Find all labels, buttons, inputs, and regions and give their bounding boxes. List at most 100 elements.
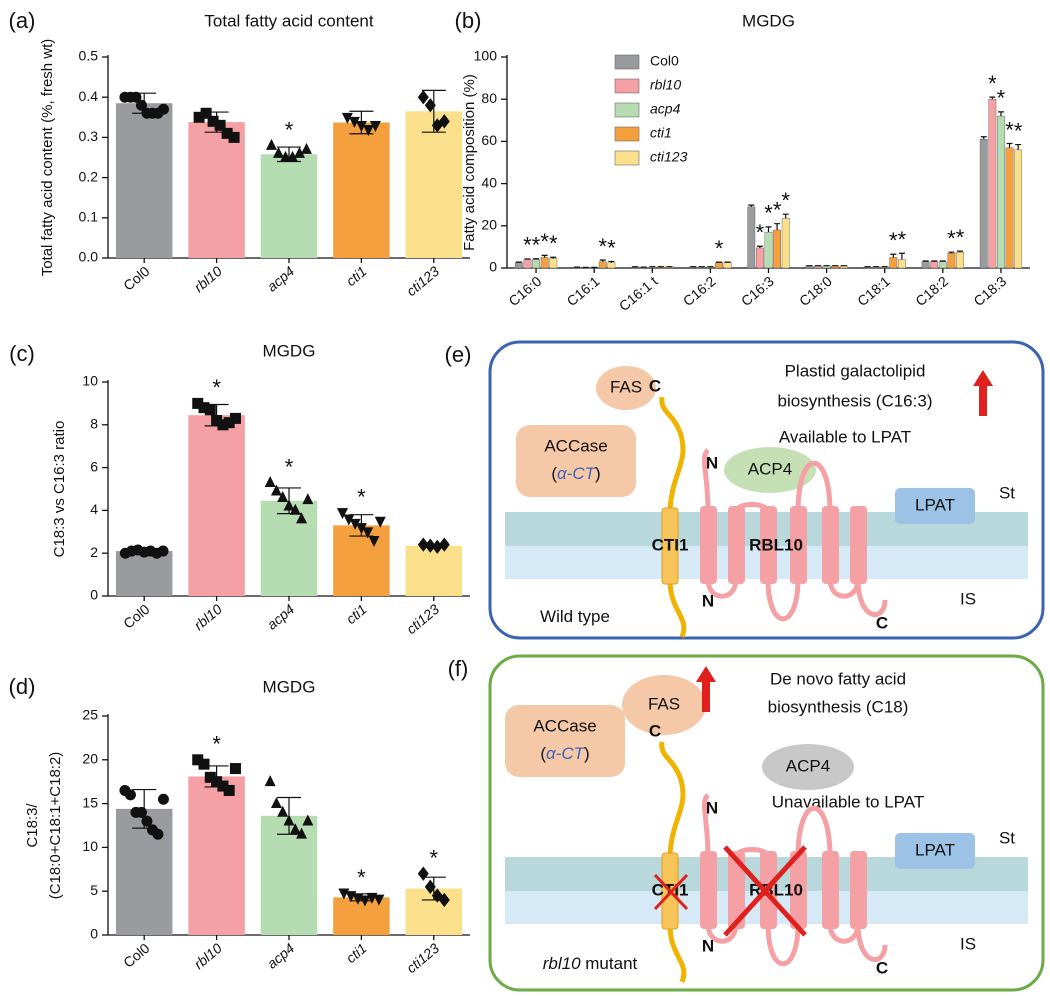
data-point <box>283 499 295 511</box>
data-point <box>135 99 147 111</box>
data-point <box>135 806 147 818</box>
data-point <box>296 512 308 524</box>
x-tick-label: rbl10 <box>191 940 225 972</box>
data-point <box>302 493 314 505</box>
note-text: De novo fatty acid <box>770 669 906 688</box>
x-tick-label: C18:0 <box>796 273 835 309</box>
accase-subunit-part: ( <box>540 744 546 763</box>
accase-subunit-part: ) <box>595 464 601 483</box>
bar <box>773 229 782 269</box>
data-point <box>424 538 436 553</box>
fas-label: FAS <box>648 694 680 713</box>
acp4-label: ACP4 <box>748 459 792 478</box>
x-tick-label: acp4 <box>264 940 298 972</box>
bar <box>598 261 607 269</box>
error-bar <box>939 260 946 262</box>
significance-label: * <box>357 484 366 509</box>
error-bar <box>715 261 722 263</box>
data-point <box>280 150 291 162</box>
y-tick-label: 25 <box>82 707 98 723</box>
note-text: Plastid galactolipid <box>785 361 926 380</box>
error-bar <box>997 111 1004 117</box>
significance-label: * <box>781 188 790 213</box>
y-tick-label: 8 <box>90 416 98 432</box>
accase-subunit-part: α-CT <box>546 744 586 763</box>
x-tick-label: acp4 <box>264 263 298 295</box>
caption: Wild type <box>540 607 610 626</box>
rbl10-helix <box>790 851 807 929</box>
x-tick-label: cti1 <box>343 940 370 966</box>
legend-label: cti123 <box>650 149 688 165</box>
y-tick-label: 60 <box>481 132 497 148</box>
y-tick-label: 0.4 <box>79 88 99 104</box>
significance-label: * <box>607 235 616 260</box>
increase-arrow <box>973 370 993 416</box>
terminus-label: C <box>876 958 888 977</box>
data-point <box>200 107 212 119</box>
bar <box>333 897 390 935</box>
y-axis-label: C18:3/ <box>24 803 41 848</box>
x-tick-label: C18:1 <box>854 273 893 309</box>
data-point <box>355 120 367 132</box>
data-point <box>287 150 298 162</box>
error-bar <box>541 254 548 258</box>
rbl10-helix <box>822 506 839 584</box>
data-point <box>229 412 241 424</box>
panel-label: (f) <box>448 656 469 681</box>
lpat-label: LPAT <box>915 840 955 859</box>
acp4-label: ACP4 <box>786 756 830 775</box>
rbl10-helix <box>790 506 807 584</box>
legend-swatch <box>614 102 640 118</box>
y-tick-label: 15 <box>82 794 98 810</box>
data-point <box>157 793 169 805</box>
significance-label: * <box>898 227 907 252</box>
significance-label: * <box>549 231 558 256</box>
bar <box>723 262 732 269</box>
rbl10-loops <box>701 448 888 622</box>
legend-swatch <box>614 150 640 166</box>
bar <box>523 259 532 269</box>
bar <box>514 262 523 269</box>
error-bar <box>898 252 905 260</box>
bar <box>930 261 939 269</box>
significance-label: * <box>988 71 997 96</box>
accase-box <box>516 425 636 497</box>
data-point <box>438 537 450 552</box>
accase-subunit: (α-CT) <box>551 464 600 483</box>
accase-subunit-part: ) <box>584 744 590 763</box>
data-point <box>270 484 282 496</box>
x-tick-label: C18:3 <box>970 273 1009 309</box>
x-tick-label: acp4 <box>264 601 298 633</box>
x-tick-label: Col0 <box>120 601 153 632</box>
y-tick-label: 100 <box>474 48 498 64</box>
data-point <box>204 404 216 416</box>
error-bar <box>980 136 987 140</box>
bar <box>188 415 245 596</box>
significance-label: * <box>1005 117 1014 142</box>
rbl10-label: RBL10 <box>749 535 803 554</box>
significance-label: * <box>889 228 898 253</box>
fas-enzyme <box>596 366 656 410</box>
accase-box <box>505 705 625 777</box>
bar <box>947 253 956 269</box>
rbl10-helix <box>822 851 839 929</box>
significance-label: * <box>285 117 294 142</box>
bar <box>549 258 558 269</box>
significance-label: * <box>212 732 221 757</box>
x-tick-label: Col0 <box>120 940 153 971</box>
bar <box>781 218 790 269</box>
error-bar <box>608 260 615 263</box>
terminus-label: N <box>702 591 714 610</box>
rbl10-loops <box>701 793 888 967</box>
data-point <box>207 115 219 127</box>
terminus-label: N <box>706 798 718 817</box>
y-tick-label: 10 <box>82 373 98 389</box>
data-point <box>124 789 136 801</box>
bar <box>333 525 390 596</box>
x-tick-label: cti123 <box>403 263 442 299</box>
bar <box>532 259 540 269</box>
error-bar <box>1006 142 1013 148</box>
stroma-label: St <box>999 483 1015 502</box>
panel-label: (d) <box>9 674 36 699</box>
bar <box>115 103 173 258</box>
